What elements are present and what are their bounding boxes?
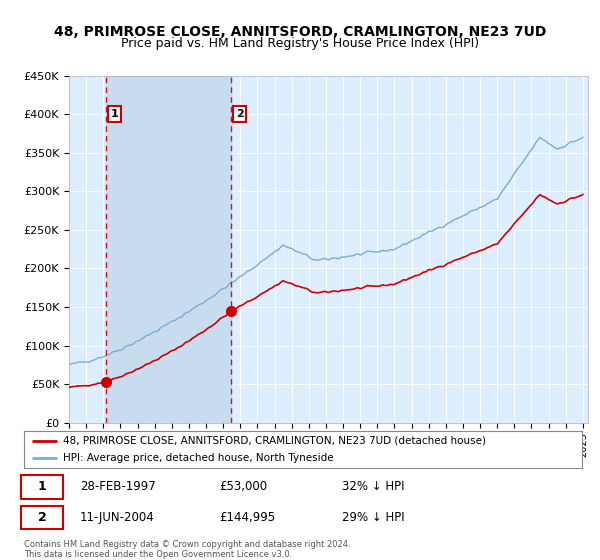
FancyBboxPatch shape	[21, 506, 63, 529]
FancyBboxPatch shape	[21, 475, 63, 498]
Text: Contains HM Land Registry data © Crown copyright and database right 2024.
This d: Contains HM Land Registry data © Crown c…	[24, 540, 350, 559]
Text: HPI: Average price, detached house, North Tyneside: HPI: Average price, detached house, Nort…	[63, 453, 334, 463]
Text: 32% ↓ HPI: 32% ↓ HPI	[342, 480, 404, 493]
Text: 48, PRIMROSE CLOSE, ANNITSFORD, CRAMLINGTON, NE23 7UD (detached house): 48, PRIMROSE CLOSE, ANNITSFORD, CRAMLING…	[63, 436, 486, 446]
Text: 11-JUN-2004: 11-JUN-2004	[80, 511, 155, 524]
Text: 28-FEB-1997: 28-FEB-1997	[80, 480, 155, 493]
Text: 1: 1	[111, 109, 119, 119]
Text: 2: 2	[236, 109, 244, 119]
Text: 29% ↓ HPI: 29% ↓ HPI	[342, 511, 404, 524]
Text: £144,995: £144,995	[220, 511, 275, 524]
Text: 48, PRIMROSE CLOSE, ANNITSFORD, CRAMLINGTON, NE23 7UD: 48, PRIMROSE CLOSE, ANNITSFORD, CRAMLING…	[54, 26, 546, 39]
Text: 1: 1	[38, 480, 47, 493]
Text: 2: 2	[38, 511, 47, 524]
Text: Price paid vs. HM Land Registry's House Price Index (HPI): Price paid vs. HM Land Registry's House …	[121, 37, 479, 50]
Text: £53,000: £53,000	[220, 480, 268, 493]
Bar	[106, 76, 230, 423]
